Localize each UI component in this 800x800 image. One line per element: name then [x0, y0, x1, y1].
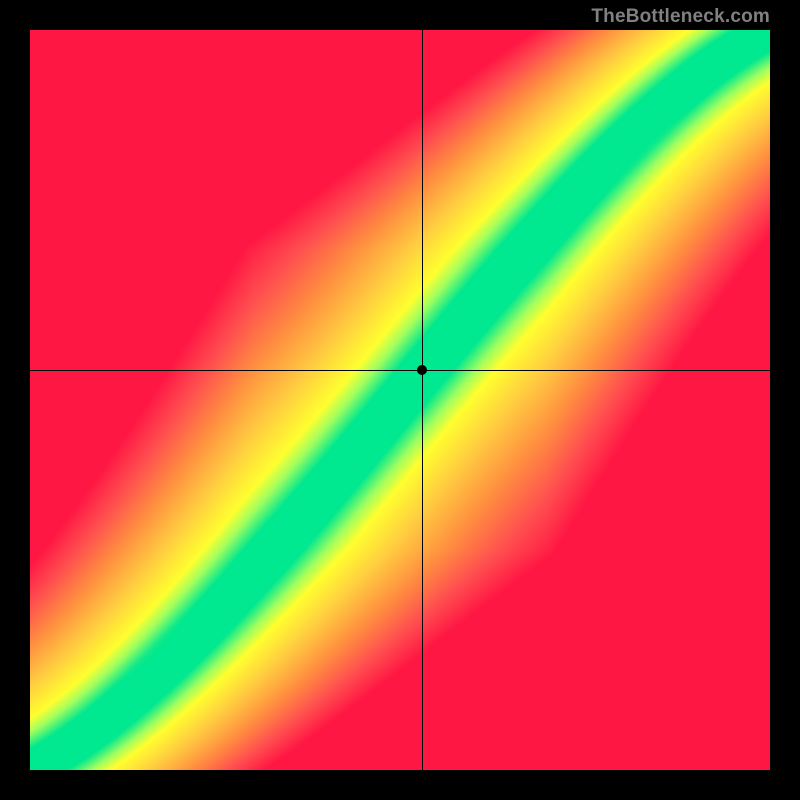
heatmap-chart — [30, 30, 770, 770]
crosshair-vertical — [422, 30, 423, 770]
crosshair-horizontal — [30, 370, 770, 371]
selection-marker — [417, 365, 427, 375]
heatmap-canvas — [30, 30, 770, 770]
watermark-text: TheBottleneck.com — [591, 6, 770, 28]
